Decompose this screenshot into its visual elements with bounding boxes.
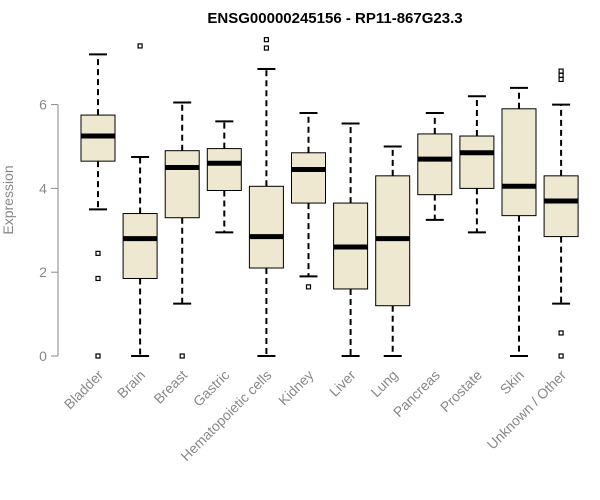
outlier-hematopoietic-cells-0 <box>263 45 269 51</box>
outlier-bladder-1 <box>95 275 101 282</box>
outlier-unknown-other-2 <box>558 76 564 83</box>
box-group-skin <box>501 86 537 357</box>
y-axis-label: Expression <box>0 165 16 234</box>
box-group-lung <box>375 145 411 357</box>
box-group-brain <box>122 43 158 357</box>
box-group-liver <box>333 122 369 357</box>
box-group-prostate <box>459 95 495 234</box>
outlier-breast-0 <box>179 353 185 359</box>
outlier-brain-0 <box>137 43 143 49</box>
y-tick-label-6: 6 <box>39 97 47 113</box>
box-group-breast <box>164 101 200 359</box>
box-group-hematopoietic-cells <box>248 37 284 357</box>
y-tick-label-2: 2 <box>39 264 47 280</box>
x-label-kidney: Kidney <box>275 367 317 409</box>
outlier-unknown-other-4 <box>558 68 564 74</box>
x-label-prostate: Prostate <box>437 367 485 415</box>
chart-title: ENSG00000245156 - RP11-867G23.3 <box>207 10 462 27</box>
outlier-unknown-other-0 <box>558 353 564 359</box>
y-tick-label-0: 0 <box>39 348 47 364</box>
y-axis: 0 2 4 6 <box>39 97 59 364</box>
x-label-liver: Liver <box>326 367 359 400</box>
box-hematopoietic-cells <box>248 185 284 269</box>
outlier-unknown-other-3 <box>558 72 564 78</box>
x-label-lung: Lung <box>367 367 400 400</box>
box-pancreas <box>417 133 453 196</box>
x-label-pancreas: Pancreas <box>390 367 443 420</box>
box-prostate <box>459 135 495 189</box>
box-group-pancreas <box>417 111 453 221</box>
box-unknown-other <box>543 175 579 238</box>
box-gastric <box>206 148 242 191</box>
outlier-kidney-0 <box>305 284 312 290</box>
box-group-unknown-other <box>543 68 579 359</box>
y-tick-label-4: 4 <box>39 180 47 196</box>
box-kidney <box>291 152 326 204</box>
x-label-brain: Brain <box>114 367 148 401</box>
outlier-bladder-2 <box>95 250 101 256</box>
outlier-unknown-other-1 <box>558 330 564 336</box>
box-brain <box>122 213 158 279</box>
outlier-bladder-0 <box>95 353 101 359</box>
x-label-bladder: Bladder <box>61 367 107 413</box>
x-label-unknown-other: Unknown / Other <box>484 367 570 453</box>
box-group-bladder <box>80 53 116 359</box>
box-breast <box>164 150 200 219</box>
box-skin <box>501 108 537 217</box>
box-group-gastric <box>206 120 242 234</box>
box-group-kidney <box>291 111 326 290</box>
x-label-skin: Skin <box>497 367 528 398</box>
outlier-hematopoietic-cells-1 <box>263 37 269 43</box>
x-label-breast: Breast <box>150 367 190 407</box>
plot-area <box>80 37 579 359</box>
